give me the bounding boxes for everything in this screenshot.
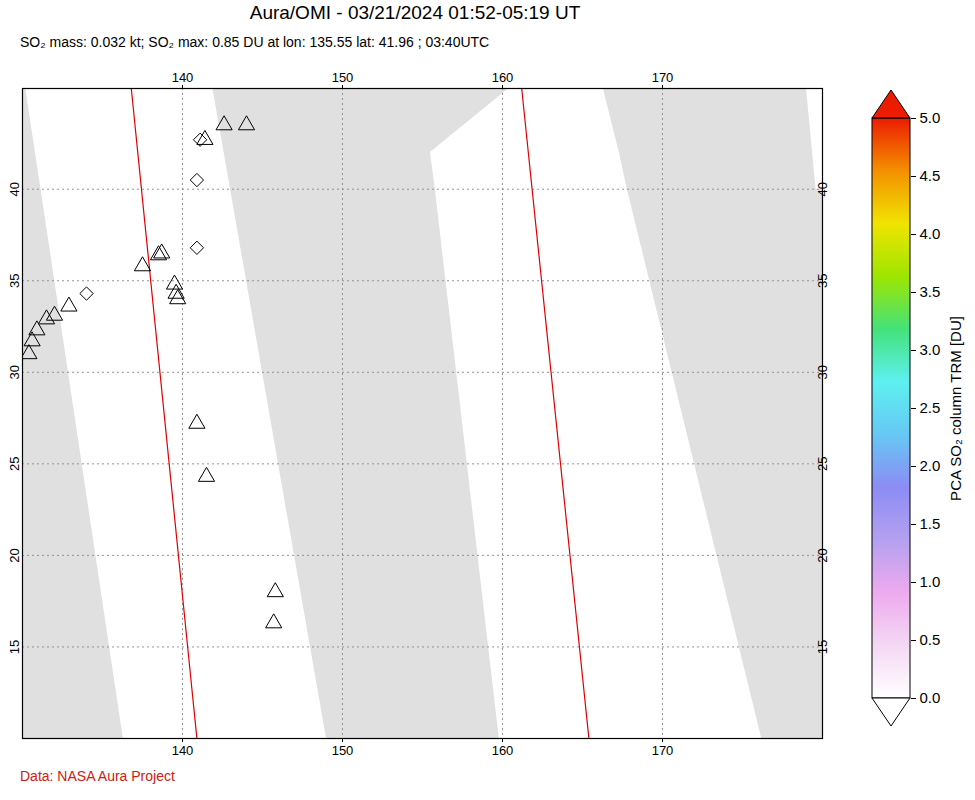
- svg-text:2.5: 2.5: [920, 399, 941, 416]
- svg-text:160: 160: [492, 743, 514, 758]
- svg-text:140: 140: [172, 743, 194, 758]
- svg-text:40: 40: [7, 182, 22, 196]
- svg-text:PCA SO₂ column TRM [DU]: PCA SO₂ column TRM [DU]: [947, 316, 964, 501]
- svg-text:25: 25: [7, 457, 22, 471]
- html-text:Data: NASA Aura Project: Data: NASA Aura Project: [20, 768, 175, 784]
- svg-text:170: 170: [652, 70, 674, 85]
- svg-text:3.5: 3.5: [920, 283, 941, 300]
- svg-text:1.5: 1.5: [920, 515, 941, 532]
- svg-text:2.0: 2.0: [920, 457, 941, 474]
- html-text:Aura/OMI - 03/21/2024 01:52-05: Aura/OMI - 03/21/2024 01:52-05:19 UT: [249, 2, 581, 23]
- svg-text:0.0: 0.0: [920, 689, 941, 706]
- svg-text:35: 35: [815, 274, 830, 288]
- svg-text:160: 160: [492, 70, 514, 85]
- svg-text:20: 20: [815, 548, 830, 562]
- svg-text:20: 20: [7, 548, 22, 562]
- svg-text:5.0: 5.0: [920, 109, 941, 126]
- svg-text:40: 40: [815, 182, 830, 196]
- svg-text:4.5: 4.5: [920, 167, 941, 184]
- svg-text:15: 15: [815, 640, 830, 654]
- html-text:SO₂ mass: 0.032 kt; SO₂ max: 0: SO₂ mass: 0.032 kt; SO₂ max: 0.85 DU at …: [20, 34, 490, 50]
- svg-text:140: 140: [172, 70, 194, 85]
- svg-text:3.0: 3.0: [920, 341, 941, 358]
- svg-text:15: 15: [7, 640, 22, 654]
- svg-text:1.0: 1.0: [920, 573, 941, 590]
- svg-text:35: 35: [7, 274, 22, 288]
- svg-text:170: 170: [652, 743, 674, 758]
- svg-text:4.0: 4.0: [920, 225, 941, 242]
- svg-text:0.5: 0.5: [920, 631, 941, 648]
- svg-text:150: 150: [332, 70, 354, 85]
- svg-text:30: 30: [815, 365, 830, 379]
- svg-text:30: 30: [7, 365, 22, 379]
- svg-text:25: 25: [815, 457, 830, 471]
- svg-text:150: 150: [332, 743, 354, 758]
